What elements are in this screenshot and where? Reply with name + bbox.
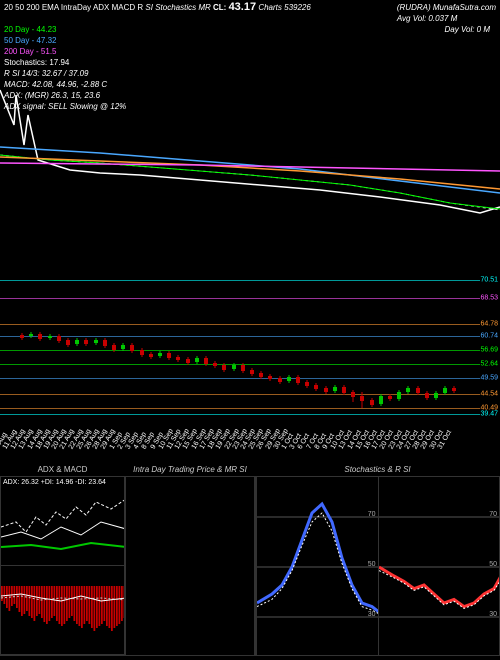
ema20-label: 20 Day [4,25,29,34]
stochastics-value: Stochastics: 17.94 [4,57,496,68]
cl-label: CL: [213,3,226,12]
macd-subpanel [1,566,124,655]
symbol-label: (RUDRA) MunafaSutra.com [397,3,496,12]
price-level-label: 68.53 [480,295,498,302]
price-level-label: 56.69 [480,347,498,354]
candlestick-chart [0,280,500,420]
indicator-panels: ADX & MACD ADX: 26.32 +DI: 14.96 -DI: 23… [0,476,500,656]
price-level-label: 44.54 [480,391,498,398]
adx-macd-panel: ADX & MACD ADX: 26.32 +DI: 14.96 -DI: 23… [0,476,125,656]
adx-value: ADX: (MGR) 26.3, 15, 23.6 [4,90,496,101]
intraday-panel: Intra Day Trading Price & MR SI [125,476,255,656]
rsi-subpanel: 705030 [378,477,500,655]
price-level-label: 70.51 [480,277,498,284]
day-vol: Day Vol: 0 M [445,25,491,34]
stochastics-rsi-panel: Stochastics & R SI 705030 705030 [255,476,500,656]
chart-header: 20 50 200 EMA IntraDay ADX MACD R SI Sto… [0,0,500,114]
rsi-value: R SI 14/3: 32.67 / 37.09 [4,68,496,79]
avg-vol: Avg Vol: 0.037 M [397,14,457,23]
ema200-label: 200 Day [4,47,34,56]
price-level-label: 39.47 [480,411,498,418]
price-level-label: 49.59 [480,375,498,382]
price-level-label: 52.64 [480,361,498,368]
title-left: 20 50 200 EMA IntraDay ADX MACD R [4,3,143,12]
charts-id: Charts 539226 [258,3,310,12]
stochastics-subpanel: 705030 [256,477,378,655]
macd-value: MACD: 42.08, 44.96, -2.88 C [4,79,496,90]
price-level-label: 64.78 [480,321,498,328]
title-mid: SI Stochastics MR [145,3,210,12]
adx-subpanel: ADX: 26.32 +DI: 14.96 -DI: 23.64 [1,477,124,566]
cl-value: 43.17 [229,1,257,13]
price-level-label: 60.74 [480,333,498,340]
ema50-label: 50 Day [4,36,29,45]
adx-signal: ADX signal: SELL Slowing @ 12% [4,101,496,112]
